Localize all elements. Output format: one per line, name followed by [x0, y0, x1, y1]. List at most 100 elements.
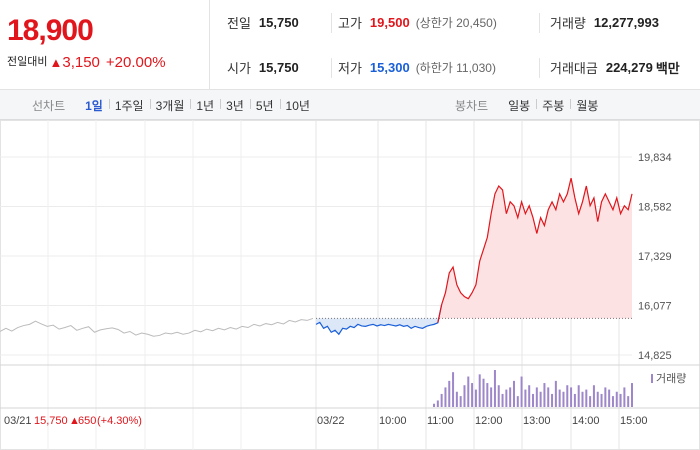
volume-bar	[474, 389, 477, 407]
volume-bar	[436, 400, 439, 407]
tab-monthly-candle[interactable]: 월봉	[570, 97, 604, 114]
tab-1day[interactable]: 1일	[85, 98, 103, 113]
line-chart-title: 선차트	[32, 98, 66, 113]
today-down-line	[315, 304, 443, 336]
volume-bar	[577, 385, 580, 407]
candle-chart-title: 봉차트	[455, 98, 489, 113]
volume-bar	[631, 383, 633, 407]
y-tick-label: 14,825	[638, 350, 672, 362]
volume-bar	[562, 391, 565, 407]
prev-change-pct: (+4.30%)	[97, 415, 142, 427]
y-tick-label: 18,582	[638, 201, 672, 213]
change-label: 전일대비	[7, 56, 48, 68]
x-tick-label: 15:00	[620, 415, 648, 427]
today-area	[316, 178, 632, 335]
tab-1year[interactable]: 1년	[190, 97, 220, 114]
volume-bar	[623, 387, 626, 407]
volume-bar	[501, 393, 504, 407]
x-tick-label: 03/22	[317, 415, 345, 427]
volume-bar	[455, 391, 458, 407]
volume-bar	[524, 389, 527, 407]
x-tick-label: 14:00	[572, 415, 600, 427]
volume-bars	[433, 370, 633, 407]
volume-bar	[570, 387, 573, 407]
volume-legend-swatch	[651, 374, 653, 383]
x-axis-ticks: 03/22 10:00 11:00 12:00 13:00 14:00 15:00	[317, 415, 648, 427]
volume-bar	[512, 380, 515, 407]
today-up-line	[437, 177, 633, 323]
current-price: 18,900	[7, 14, 94, 47]
prev-date: 03/21	[4, 415, 32, 427]
divider	[539, 13, 540, 33]
x-tick-label: 12:00	[475, 415, 503, 427]
volume-bar	[471, 383, 474, 407]
divider	[539, 58, 540, 78]
volume-bar	[608, 389, 611, 407]
divider	[331, 13, 332, 33]
chart-period-tabs: 선차트 1일 1주일 3개월 1년 3년 5년 10년 봉차트 일봉 주봉 월봉	[0, 90, 700, 120]
tab-weekly-candle[interactable]: 주봉	[536, 97, 570, 114]
volume-bar	[585, 389, 588, 407]
prev-price: 15,750	[34, 415, 68, 427]
high-price: 고가 19,500 (상한가 20,450)	[338, 15, 497, 31]
volume-bar	[490, 387, 493, 407]
volume-bar	[581, 391, 584, 407]
x-tick-label: 13:00	[523, 415, 551, 427]
volume-bar	[627, 396, 630, 407]
volume-bar	[554, 380, 557, 407]
divider	[331, 58, 332, 78]
candle-chart-tabs: 봉차트 일봉 주봉 월봉	[455, 90, 604, 120]
volume-bar	[452, 372, 455, 407]
today-up-area	[437, 178, 632, 323]
volume-bar	[467, 376, 470, 407]
prev-change: 650	[78, 415, 96, 427]
tab-daily-candle[interactable]: 일봉	[508, 98, 531, 113]
volume-bar	[539, 391, 542, 407]
volume-bar	[600, 393, 603, 407]
y-axis-ticks: 19,834 18,582 17,329 16,077 14,825	[638, 152, 672, 362]
trade-amount: 거래대금 224,279 백만	[550, 60, 680, 76]
change-row: 전일대비 ▲3,150 +20.00%	[7, 53, 166, 71]
quote-header: 18,900 전일대비 ▲3,150 +20.00% 전일 15,750 고가 19…	[0, 0, 700, 90]
volume-bar	[497, 385, 500, 407]
volume-bar	[604, 387, 607, 407]
y-tick-label: 16,077	[638, 301, 672, 313]
volume-bar	[493, 370, 496, 407]
volume-bar	[615, 391, 618, 407]
change-percent: +20.00%	[105, 54, 166, 71]
prev-day-series-line	[0, 317, 314, 337]
volume-bar	[509, 387, 512, 407]
tab-10year[interactable]: 10년	[279, 97, 316, 114]
volume-bar	[482, 378, 485, 407]
line-chart-tabs: 선차트 1일 1주일 3개월 1년 3년 5년 10년	[32, 90, 316, 120]
volume-bar	[543, 383, 546, 407]
volume-bar	[589, 396, 592, 407]
prev-day-line	[0, 317, 314, 337]
volume-bar	[444, 387, 447, 407]
volume-bar	[459, 396, 462, 407]
tab-5year[interactable]: 5년	[249, 97, 280, 114]
volume-bar	[463, 385, 466, 407]
volume-bar	[486, 383, 489, 407]
y-tick-label: 19,834	[638, 152, 672, 164]
volume: 거래량 12,277,993	[550, 15, 659, 31]
low-price: 저가 15,300 (하한가 11,030)	[338, 60, 496, 76]
y-tick-label: 17,329	[638, 251, 672, 263]
volume-bar	[619, 393, 622, 407]
x-tick-label: 10:00	[379, 415, 407, 427]
price-summary: 18,900 전일대비 ▲3,150 +20.00%	[0, 0, 210, 90]
volume-bar	[573, 393, 576, 407]
volume-bar	[532, 393, 535, 407]
tab-3year[interactable]: 3년	[220, 97, 250, 114]
intraday-price-chart: 19,834 18,582 17,329 16,077 14,825 03/22 10:0…	[0, 120, 700, 450]
volume-bar	[528, 385, 531, 407]
change-amount: 3,150	[62, 54, 100, 71]
prev-up-arrow-icon: ▲	[69, 415, 80, 427]
volume-bar	[448, 380, 451, 407]
volume-bar	[611, 396, 614, 407]
volume-bar	[592, 385, 595, 407]
tab-1week[interactable]: 1주일	[108, 97, 150, 114]
tab-3month[interactable]: 3개월	[149, 97, 191, 114]
up-arrow-icon: ▲	[49, 55, 63, 70]
volume-bar	[566, 385, 569, 407]
